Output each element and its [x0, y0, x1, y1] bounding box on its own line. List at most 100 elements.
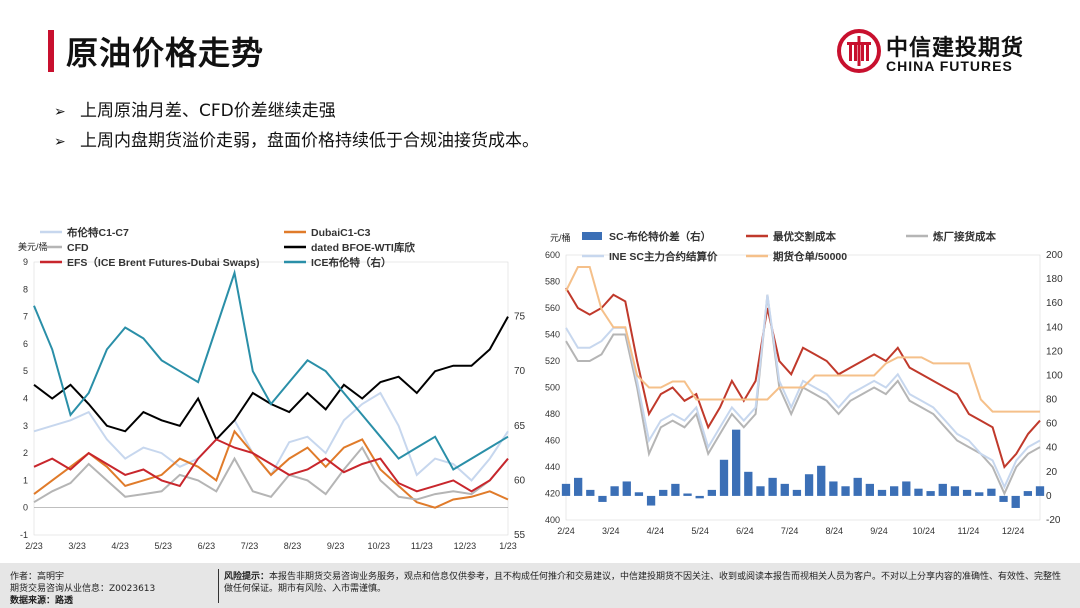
y-left-tick-label: 520 — [545, 356, 560, 366]
author-label: 作者： — [10, 572, 38, 582]
x-tick-label: 7/24 — [781, 526, 799, 536]
y-left-tick-label: 460 — [545, 436, 560, 446]
bar-mark — [829, 481, 838, 496]
series-line-0 — [33, 391, 509, 482]
legend-label: SC-布伦特价差（右） — [609, 230, 711, 243]
title-accent-bar — [48, 30, 54, 72]
license-label: 期货交易咨询从业信息： — [10, 584, 110, 594]
footer-author-block: 作者：高明宇 期货交易咨询从业信息：Z0023613 数据来源：路透 — [10, 571, 155, 607]
series-line-5 — [33, 268, 509, 471]
bar-mark — [610, 486, 619, 496]
y-right-tick-label: 65 — [514, 421, 526, 432]
bullet-text: 上周内盘期货溢价走弱，盘面价格持续低于合规油接货成本。 — [80, 131, 539, 151]
legend-label: 最优交割成本 — [773, 230, 836, 243]
x-tick-label: 9/24 — [870, 526, 888, 536]
bar-mark — [683, 493, 692, 496]
bar-mark — [586, 489, 595, 496]
y-left-tick-label: 7 — [23, 312, 28, 322]
y-right-tick-label: 0 — [1046, 491, 1052, 502]
x-tick-label: 7/23 — [241, 541, 259, 550]
x-tick-label: 11/24 — [958, 526, 980, 536]
y-right-tick-label: 40 — [1046, 443, 1058, 454]
bar-mark — [865, 483, 874, 496]
y-left-tick-label: 560 — [545, 303, 560, 313]
x-tick-label: 2/23 — [25, 541, 43, 550]
y-right-tick-label: 80 — [1046, 395, 1058, 406]
y-right-tick-label: 60 — [514, 475, 526, 486]
y-left-tick-label: 400 — [545, 515, 560, 525]
legend-swatch — [582, 232, 602, 240]
bar-mark — [950, 486, 960, 496]
footer: 作者：高明宇 期货交易咨询从业信息：Z0023613 数据来源：路透 风险提示：… — [0, 563, 1080, 608]
bullet-list: ➢ 上周原油月差、CFD价差继续走强 ➢ 上周内盘期货溢价走弱，盘面价格持续低于合规… — [54, 96, 539, 156]
bar-mark — [598, 495, 607, 502]
bar-mark — [646, 495, 656, 506]
y-left-tick-label: 9 — [23, 257, 28, 267]
x-tick-label: 4/24 — [647, 526, 665, 536]
bar-mark — [707, 489, 716, 496]
bar-mark — [695, 495, 704, 499]
y-left-tick-label: 540 — [545, 330, 560, 340]
risk-text: 本报告非期货交易咨询业务服务，观点和信息仅供参考，且不构成任何推介和交易建议，中… — [224, 572, 1062, 594]
legend-label: 布伦特C1-C7 — [67, 226, 129, 239]
y-left-tick-label: 600 — [545, 250, 560, 260]
plot-frame — [33, 261, 509, 536]
x-tick-label: 10/24 — [912, 526, 935, 536]
china-futures-logo-icon — [837, 29, 881, 73]
x-tick-label: 3/24 — [602, 526, 620, 536]
legend-label: CFD — [67, 242, 89, 254]
bar-mark — [804, 474, 814, 496]
y-right-tick-label: 55 — [514, 530, 526, 541]
x-tick-label: 8/23 — [284, 541, 302, 550]
legend-label: EFS（ICE Brent Futures-Dubai Swaps) — [67, 256, 260, 269]
bar-mark — [999, 495, 1008, 502]
logo-english-name: CHINA FUTURES — [886, 58, 1013, 74]
bar-mark — [987, 488, 996, 496]
y-right-tick-label: 200 — [1046, 250, 1063, 261]
y-left-tick-label: 480 — [545, 409, 560, 419]
arrow-bullet-icon: ➢ — [54, 134, 66, 150]
bar-mark — [756, 486, 765, 496]
y-left-tick-label: -1 — [20, 530, 28, 540]
arrow-bullet-icon: ➢ — [54, 104, 66, 120]
bar-mark — [744, 471, 753, 496]
bullet-text: 上周原油月差、CFD价差继续走强 — [80, 101, 336, 121]
y-left-tick-label: 1 — [23, 475, 28, 485]
source-label: 数据来源： — [10, 596, 56, 606]
x-tick-label: 1/23 — [499, 541, 517, 550]
y-left-tick-label: 500 — [545, 383, 560, 393]
x-tick-label: 4/23 — [111, 541, 129, 550]
bar-mark — [780, 483, 789, 496]
logo-chinese-name: 中信建投期货 — [886, 36, 1025, 61]
y-left-tick-label: 5 — [23, 366, 28, 376]
source-name: 路透 — [55, 596, 74, 606]
bullet-item: ➢ 上周原油月差、CFD价差继续走强 — [54, 96, 539, 126]
legend-label: DubaiC1-C3 — [311, 227, 371, 239]
bar-mark — [938, 483, 947, 496]
bar-mark — [975, 492, 984, 496]
x-tick-label: 5/23 — [155, 541, 173, 550]
x-tick-label: 6/23 — [198, 541, 216, 550]
series-line-4 — [565, 266, 1040, 413]
x-tick-label: 3/23 — [68, 541, 86, 550]
bar-mark — [877, 489, 887, 496]
x-tick-label: 2/24 — [557, 526, 575, 536]
x-tick-label: 12/24 — [1002, 526, 1025, 536]
legend-label: INE SC主力合约结算价 — [609, 250, 718, 263]
bar-mark — [634, 492, 644, 496]
y-left-tick-label: 420 — [545, 489, 560, 499]
bar-mark — [890, 486, 899, 496]
legend-label: 炼厂接货成本 — [933, 230, 996, 243]
y-left-tick-label: 2 — [23, 448, 28, 458]
bar-mark — [841, 486, 850, 496]
company-logo: 中信建投期货 CHINA FUTURES — [836, 28, 1036, 76]
y-left-tick-label: 580 — [545, 277, 560, 287]
y-right-tick-label: 160 — [1046, 298, 1063, 309]
y-left-tick-label: 6 — [23, 339, 28, 349]
y-right-tick-label: 60 — [1046, 419, 1058, 430]
legend-label: ICE布伦特（右） — [311, 256, 392, 269]
bullet-item: ➢ 上周内盘期货溢价走弱，盘面价格持续低于合规油接货成本。 — [54, 126, 539, 156]
series-line-3 — [565, 294, 1041, 490]
y-right-tick-label: 140 — [1046, 322, 1063, 333]
